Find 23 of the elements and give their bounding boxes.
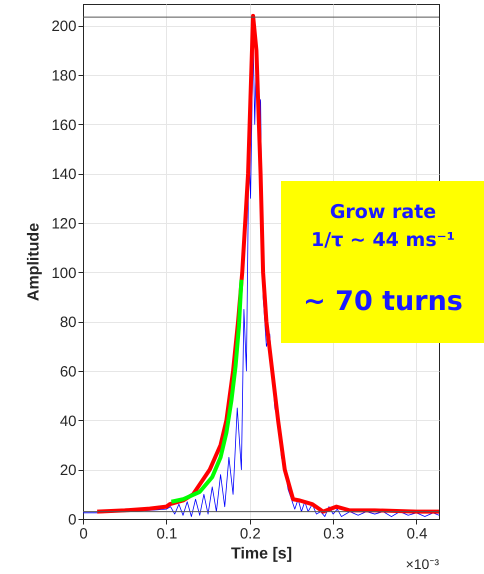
x-tick-label: 0 — [79, 526, 88, 542]
annotation: 1/τ ~ 44 ms⁻¹ — [311, 229, 455, 251]
y-tick-label: 160 — [51, 116, 76, 134]
annotation: ~ 70 turns — [303, 286, 463, 317]
y-tick-label: 0 — [68, 512, 76, 528]
y-tick-label: 200 — [51, 18, 76, 36]
annotation: Grow rate — [330, 201, 436, 223]
y-tick-label: 100 — [51, 264, 76, 282]
x-tick-label: 0.1 — [156, 526, 178, 542]
y-tick-label: 80 — [60, 314, 76, 332]
x-tick-label: 0.3 — [323, 526, 344, 542]
line-series — [169, 278, 244, 504]
y-tick-label: 40 — [60, 412, 76, 430]
y-tick-label: 180 — [51, 68, 76, 85]
y-tick-label: 120 — [51, 216, 76, 233]
x-tick-label: 0.4 — [406, 526, 428, 542]
text: ×10⁻³ — [406, 556, 440, 572]
y-axis-title: Amplitude — [25, 222, 42, 302]
x-tick-label: 0.2 — [240, 526, 261, 542]
x-axis-title: Time [s] — [230, 546, 292, 562]
y-tick-label: 20 — [60, 462, 76, 480]
y-tick-label: 140 — [51, 166, 76, 184]
y-tick-label: 60 — [60, 364, 76, 381]
